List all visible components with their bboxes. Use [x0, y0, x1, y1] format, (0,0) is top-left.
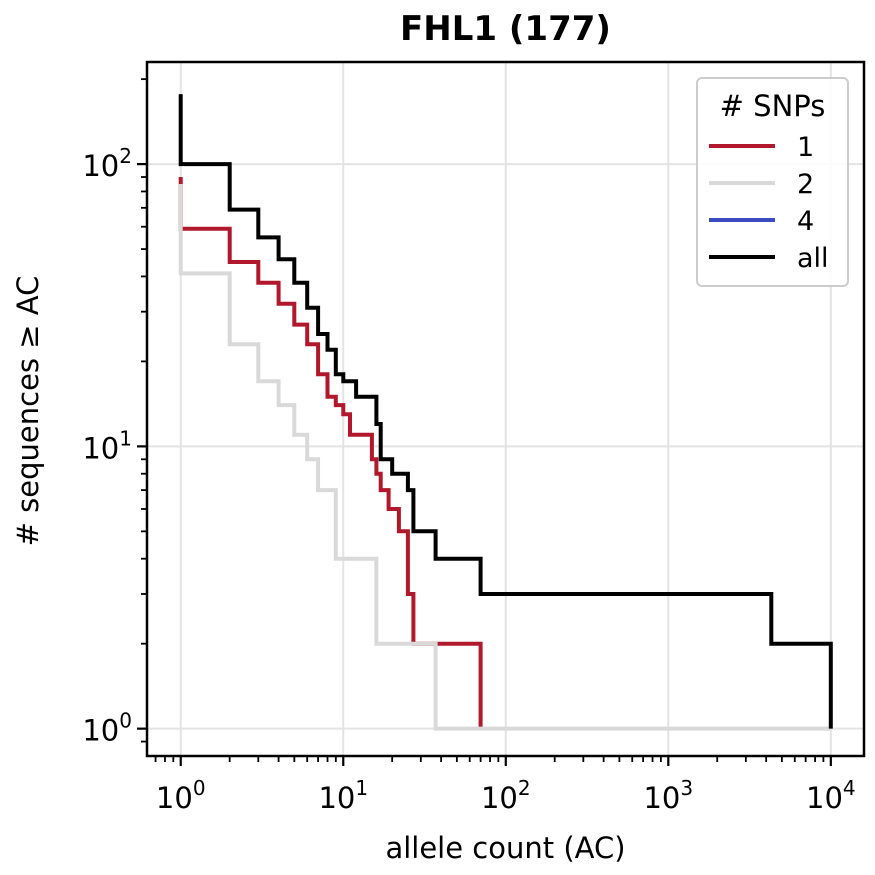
legend-label-1: 1 — [797, 132, 814, 163]
x-tick-label: 103 — [643, 776, 693, 815]
x-tick-label: 102 — [481, 776, 531, 815]
y-tick-label: 100 — [82, 709, 132, 748]
legend-label-2: 2 — [797, 169, 814, 200]
legend: # SNPs 1 2 4 all — [696, 77, 849, 287]
series-line-all — [178, 94, 833, 729]
y-axis-label: # sequences ≥ AC — [11, 276, 45, 547]
x-axis-label: allele count (AC) — [385, 831, 625, 865]
x-tick-label: 104 — [806, 776, 856, 815]
legend-label-all: all — [797, 243, 829, 274]
legend-title: # SNPs — [720, 89, 826, 123]
x-tick-label: 101 — [318, 776, 368, 815]
y-tick-label: 101 — [82, 426, 132, 465]
chart-title: FHL1 (177) — [400, 9, 611, 49]
series-line-1 — [178, 177, 483, 729]
x-tick-label: 100 — [156, 776, 206, 815]
legend-label-4: 4 — [797, 206, 814, 237]
series-line-2 — [178, 184, 831, 731]
axis-ticks: 100 101 102 103 104 100 101 102 — [82, 78, 856, 815]
y-tick-label: 102 — [82, 144, 132, 183]
plot-series — [178, 94, 833, 731]
